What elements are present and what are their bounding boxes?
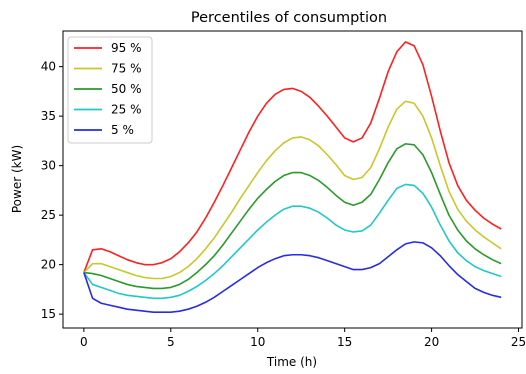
x-axis-label: Time (h) (266, 355, 317, 369)
x-tick-label: 20 (424, 335, 439, 349)
y-tick-label: 20 (41, 258, 56, 272)
legend-label-1: 75 % (111, 62, 142, 76)
y-tick-label: 35 (41, 109, 56, 123)
series-line-2 (83, 143, 502, 290)
legend-label-3: 25 % (111, 103, 142, 117)
y-axis-label: Power (kW) (10, 145, 24, 213)
y-tick-label: 30 (41, 159, 56, 173)
series-line-1 (83, 100, 502, 280)
x-tick-label: 10 (250, 335, 265, 349)
legend-label-0: 95 % (111, 41, 142, 55)
x-tick-label: 0 (80, 335, 88, 349)
x-tick-label: 25 (511, 335, 526, 349)
series-layer (83, 41, 502, 313)
legend-box (67, 36, 153, 144)
x-tick-label: 15 (337, 335, 352, 349)
series-line-3 (83, 183, 502, 300)
series-line-0 (83, 41, 502, 273)
legend-label-4: 5 % (111, 123, 134, 137)
series-line-4 (83, 241, 502, 313)
chart-title: Percentiles of consumption (191, 10, 387, 26)
y-tick-label: 40 (41, 60, 56, 74)
legend-label-2: 50 % (111, 82, 142, 96)
x-tick-label: 5 (167, 335, 175, 349)
x-axis: 0 5 10 15 20 25 (80, 328, 526, 349)
y-tick-label: 25 (41, 208, 56, 222)
plot-frame (62, 30, 523, 329)
y-axis: 15 20 25 30 35 40 (41, 60, 63, 321)
y-tick-label: 15 (41, 307, 56, 321)
legend: 95 % 75 % 50 % 25 % 5 % (67, 36, 153, 144)
